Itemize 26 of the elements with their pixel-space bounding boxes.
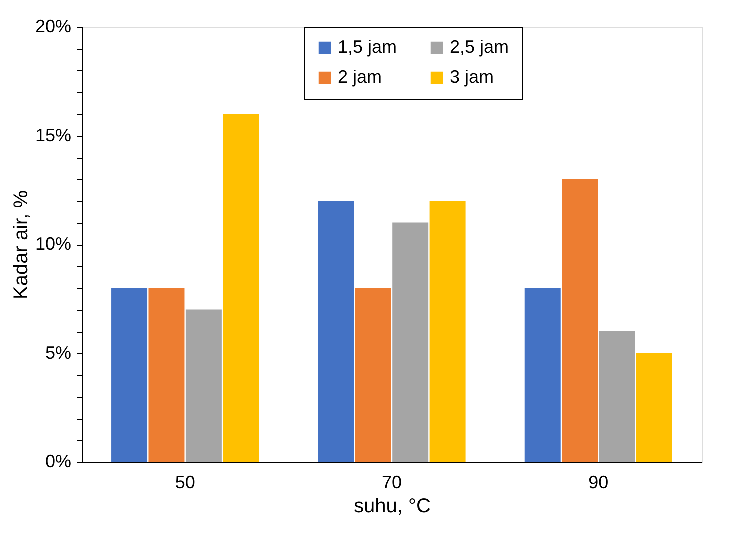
bar: [562, 179, 598, 462]
legend-label: 3 jam: [450, 67, 494, 87]
legend-label: 2,5 jam: [450, 37, 510, 57]
bar: [392, 222, 429, 462]
x-tick-label: 90: [588, 472, 609, 492]
y-tick-label: 15%: [35, 125, 72, 146]
bar: [148, 288, 185, 462]
y-tick-label: 0%: [45, 452, 72, 472]
bar: [112, 288, 148, 462]
x-tick-label: 70: [382, 472, 402, 492]
y-tick-label: 10%: [35, 234, 72, 254]
bar: [186, 310, 222, 462]
bar: [318, 201, 354, 462]
x-axis-title: suhu, °C: [354, 496, 431, 518]
bar: [524, 288, 561, 462]
y-tick-label: 20%: [35, 16, 72, 36]
bar: [430, 201, 466, 462]
x-tick-label: 50: [175, 472, 196, 492]
bar: [599, 332, 636, 462]
y-axis-title: Kadar air, %: [10, 190, 32, 300]
legend-label: 2 jam: [338, 67, 382, 87]
bar: [636, 353, 672, 462]
y-tick-label: 5%: [45, 342, 72, 363]
bar: [355, 288, 392, 462]
bar: [223, 114, 260, 462]
legend-label: 1,5 jam: [338, 37, 398, 57]
